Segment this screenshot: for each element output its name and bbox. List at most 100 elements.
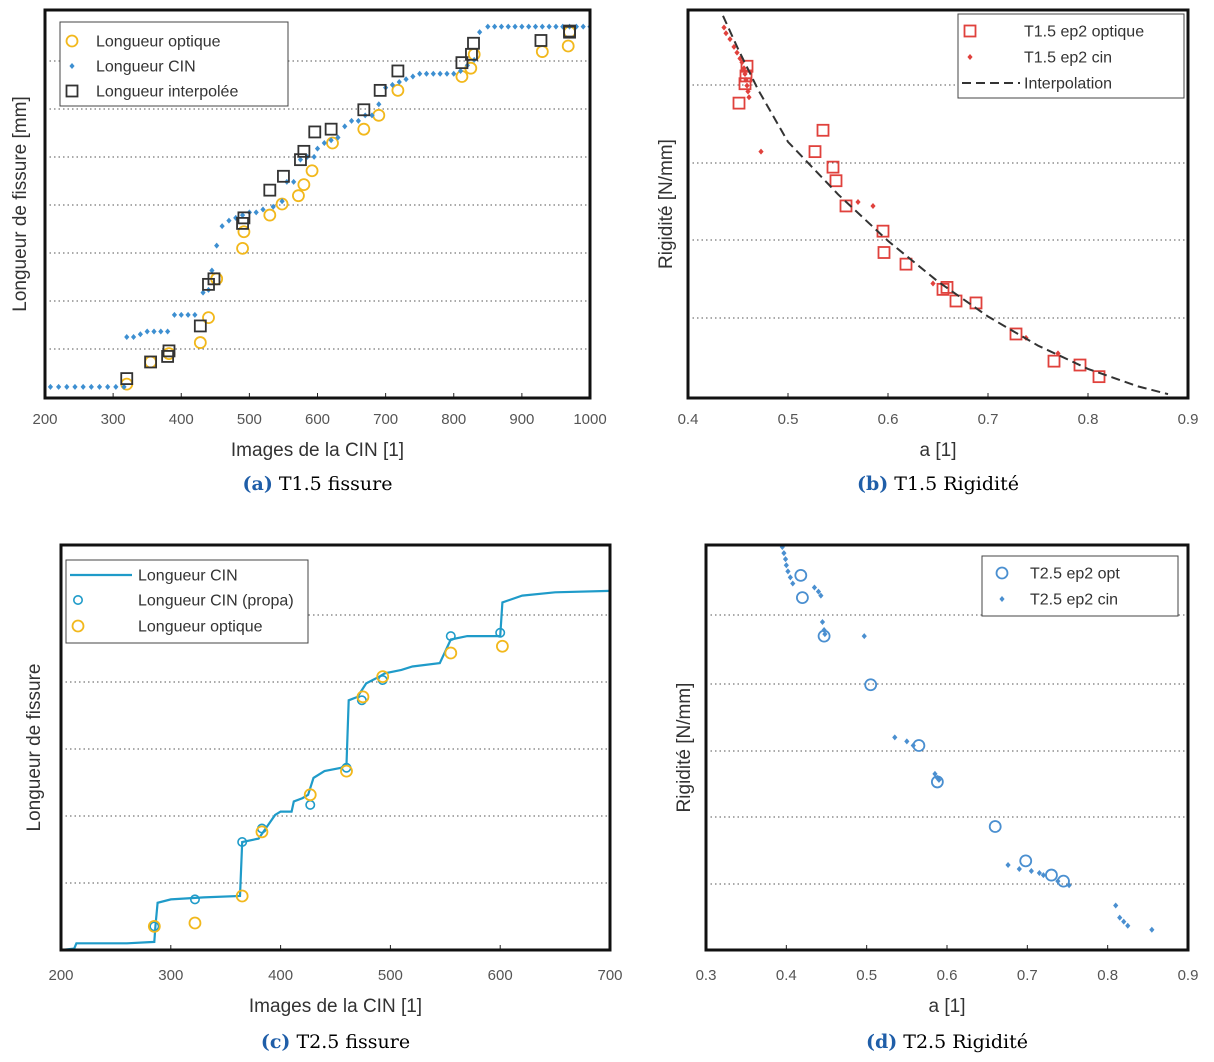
data-point: [1125, 922, 1131, 929]
plot-area: [47, 23, 590, 391]
x-tick-label: 0.6: [878, 411, 899, 428]
series-2: [149, 627, 506, 932]
y-axis-label: Rigidité [N/mm]: [656, 139, 677, 269]
data-point: [188, 916, 202, 930]
data-point: [130, 334, 137, 341]
data-point: [746, 94, 752, 101]
legend: Longueur CIN Longueur CIN (propa) Longueur…: [65, 559, 309, 644]
plot-area: [779, 545, 1155, 933]
data-point: [949, 294, 963, 308]
data-point: [932, 770, 938, 777]
data-point: [785, 568, 791, 575]
data-point: [505, 23, 511, 30]
caption-label: (b): [857, 473, 888, 495]
data-point: [723, 30, 729, 37]
x-tick-label: 400: [268, 967, 293, 984]
data-point: [1009, 327, 1023, 341]
legend-box: [981, 555, 1179, 617]
data-point: [870, 202, 876, 209]
data-point: [930, 280, 936, 287]
y-axis-label: Longueur de fissure [mm]: [10, 96, 31, 311]
x-tick-label: 300: [158, 967, 183, 984]
data-point: [348, 117, 355, 124]
data-point: [202, 311, 215, 325]
data-point: [495, 639, 509, 653]
legend-swatch: [967, 54, 973, 60]
data-point: [303, 788, 317, 802]
data-point: [455, 56, 469, 70]
data-point: [149, 921, 160, 932]
data-point: [790, 580, 796, 587]
data-point: [815, 588, 822, 595]
data-point: [305, 164, 319, 178]
data-point: [1092, 370, 1106, 384]
data-point: [209, 267, 215, 274]
x-tick-label: 0.9: [1178, 967, 1199, 984]
series-1: [732, 59, 1106, 384]
data-point: [457, 67, 464, 74]
chart-panel-2: 0.4 0.5 0.6 0.7 0.8 0.9 a [1] Rigidité [N/mm] T1…: [656, 8, 1198, 495]
data-point: [821, 627, 827, 634]
x-tick-label: 800: [441, 411, 466, 428]
legend-swatch: [995, 566, 1009, 580]
data-point: [580, 23, 586, 30]
data-point: [151, 328, 157, 335]
data-point: [826, 160, 840, 174]
data-point: [235, 889, 249, 903]
data-point: [445, 631, 456, 642]
series-line: [722, 15, 1169, 396]
data-point: [113, 383, 119, 390]
data-point: [357, 103, 371, 117]
data-point: [64, 383, 70, 390]
data-point: [47, 383, 54, 390]
data-point: [829, 174, 843, 188]
x-tick-label: 0.3: [696, 967, 717, 984]
data-point: [1113, 902, 1119, 909]
data-point: [822, 631, 828, 638]
data-point: [1149, 926, 1155, 933]
data-point: [277, 169, 290, 183]
data-point: [292, 189, 305, 203]
x-tick-label: 200: [48, 967, 73, 984]
x-axis-label: Images de la CIN [1]: [231, 440, 404, 461]
data-point: [308, 125, 322, 139]
data-point: [1036, 870, 1042, 877]
data-point: [546, 23, 552, 30]
data-point: [855, 199, 861, 206]
data-point: [783, 562, 789, 569]
y-axis-label: Longueur de fissure: [24, 664, 45, 832]
x-tick-label: 700: [597, 967, 622, 984]
data-point: [355, 117, 361, 124]
data-point: [305, 799, 316, 810]
plot-frame: [43, 8, 592, 400]
legend-entry: T1.5 ep2 optique: [1024, 24, 1144, 41]
data-point: [144, 355, 157, 369]
data-point: [969, 296, 983, 310]
data-point: [1066, 882, 1072, 889]
data-point: [105, 383, 111, 390]
data-point: [423, 70, 430, 77]
x-tick-label: 500: [237, 411, 262, 428]
data-point: [877, 246, 891, 259]
legend-swatch: [65, 84, 79, 98]
data-point: [444, 646, 458, 660]
data-point: [742, 71, 748, 78]
data-point: [324, 122, 338, 136]
data-point: [455, 70, 469, 83]
data-point: [219, 223, 225, 230]
data-point: [297, 144, 311, 158]
series-2: [779, 545, 1155, 933]
data-point: [451, 70, 457, 77]
series-3: [120, 24, 576, 386]
data-point: [561, 39, 575, 53]
data-point: [936, 282, 950, 296]
data-point: [335, 134, 341, 141]
data-point: [321, 140, 327, 147]
data-point: [373, 83, 387, 97]
data-point: [495, 627, 506, 638]
legend-box: [59, 21, 289, 107]
data-point: [731, 43, 737, 50]
legend-swatch: [963, 24, 977, 38]
plot-area: [721, 15, 1169, 396]
